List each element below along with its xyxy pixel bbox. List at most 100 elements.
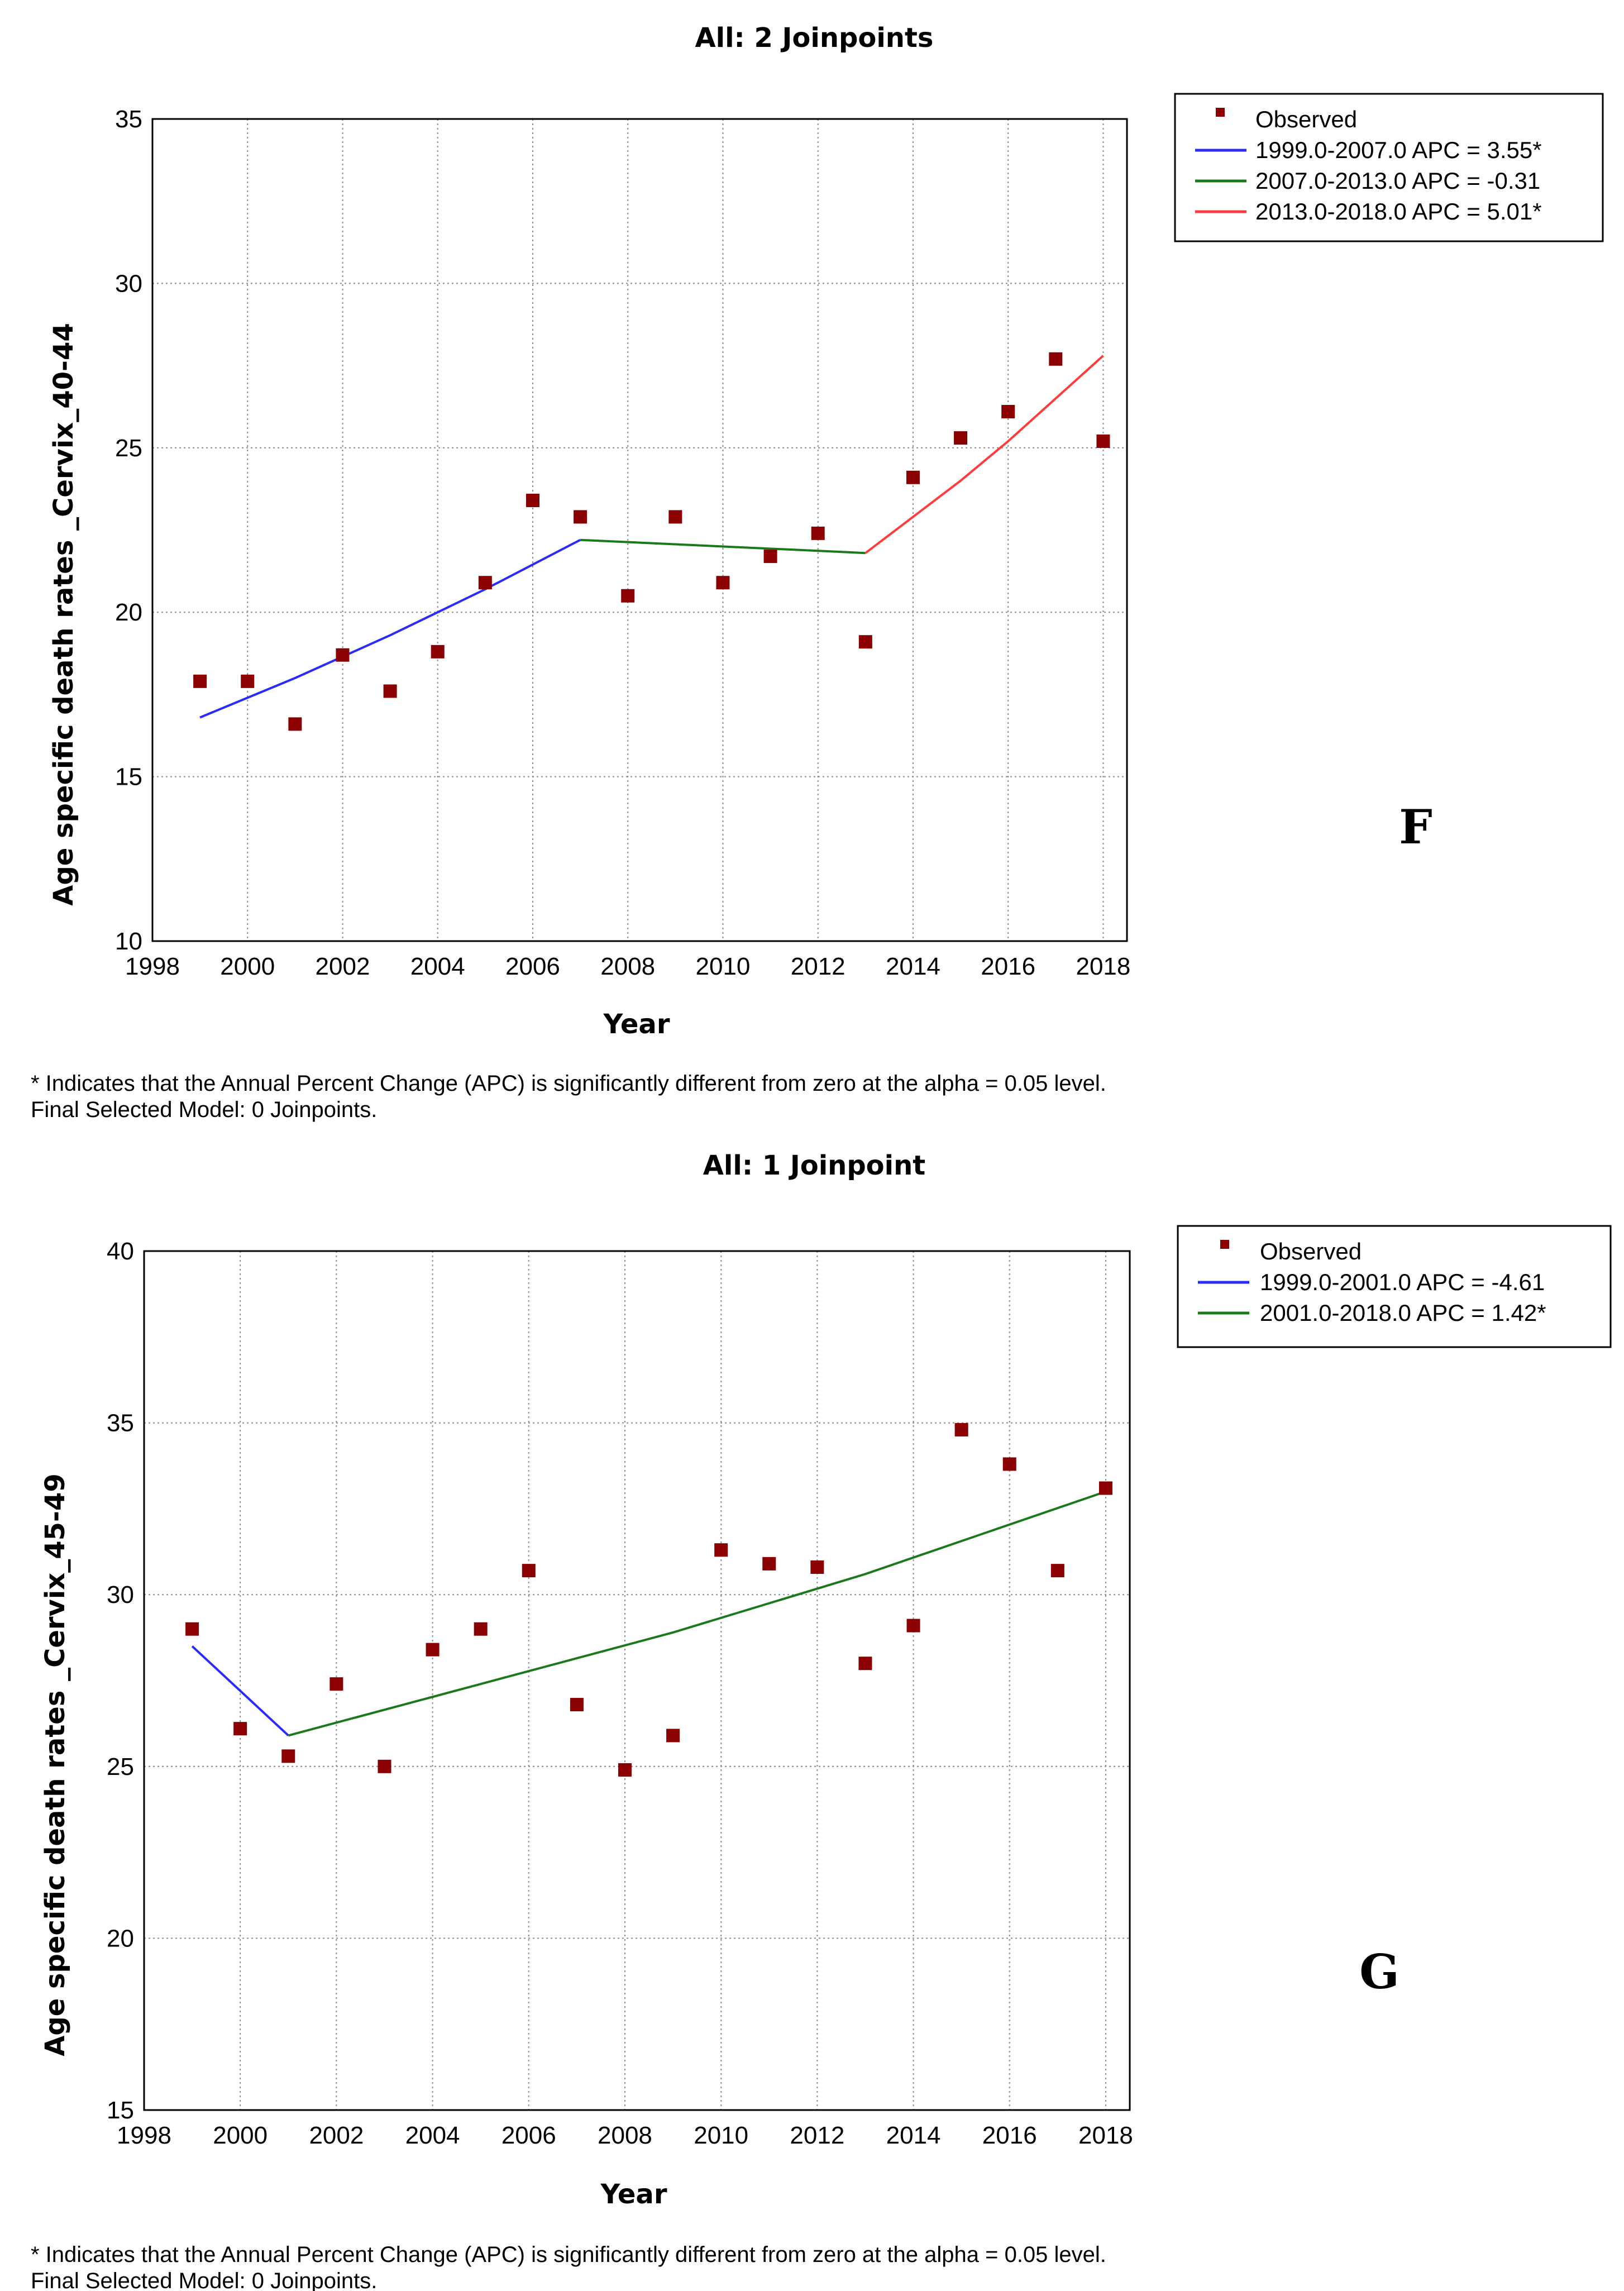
observed-point (621, 589, 635, 603)
footnote-final-model: Final Selected Model: 0 Joinpoints. (31, 2269, 377, 2291)
x-tick-label: 2006 (505, 953, 560, 980)
x-tick-label: 2008 (598, 2122, 652, 2149)
x-tick-label: 2000 (213, 2122, 268, 2149)
legend-box (1177, 1225, 1612, 1348)
fit-segment-line (191, 1645, 289, 1736)
fit-segment-line (580, 538, 866, 555)
plot-frame (143, 1250, 1131, 2111)
observed-point (810, 1560, 824, 1574)
x-tick-label: 1998 (125, 953, 180, 980)
observed-point (233, 1722, 247, 1736)
observed-point (762, 1557, 776, 1571)
observed-point (858, 635, 872, 649)
y-tick-label: 25 (115, 435, 142, 462)
observed-point (858, 1657, 872, 1670)
x-axis-title: Year (603, 1009, 670, 1040)
observed-point (1049, 352, 1063, 366)
x-tick-label: 1998 (117, 2122, 171, 2149)
x-tick-label: 2014 (886, 953, 940, 980)
y-axis-title: Age specific death rates _Cervix_40-44 (48, 323, 79, 906)
observed-point (906, 470, 920, 484)
x-tick-label: 2004 (410, 953, 465, 980)
observed-point (478, 576, 492, 590)
observed-point (1096, 435, 1110, 448)
observed-point (336, 648, 350, 662)
fit-segment-line (199, 538, 581, 719)
legend: Observed 1999.0-2001.0 APC = -4.61 2001.0… (1177, 1225, 1612, 1348)
legend: Observed 1999.0-2007.0 APC = 3.55* 2007.0… (1174, 93, 1604, 242)
observed-point (474, 1622, 488, 1636)
chart-panel-f: All: 2 Joinpoints 1998 2000 2002 2004 2006 20… (31, 22, 1604, 1122)
observed-point (1098, 1481, 1112, 1495)
observed-point (1001, 405, 1015, 419)
y-tick-label: 25 (107, 1753, 134, 1781)
x-tick-label: 2012 (790, 2122, 844, 2149)
x-tick-label: 2008 (600, 953, 655, 980)
x-tick-label: 2018 (1076, 953, 1130, 980)
legend-series-label: 2007.0-2013.0 APC = -0.31 (1255, 168, 1540, 194)
legend-series-label: 1999.0-2001.0 APC = -4.61 (1260, 1269, 1545, 1295)
x-tick-label: 2016 (981, 953, 1035, 980)
chart-title: All: 1 Joinpoint (703, 1150, 925, 1181)
observed-point (716, 576, 730, 590)
observed-point (906, 1619, 920, 1633)
x-tick-label: 2018 (1078, 2122, 1133, 2149)
x-tick-label: 2004 (405, 2122, 460, 2149)
y-tick-label: 35 (107, 1410, 134, 1437)
x-tick-label: 2014 (886, 2122, 941, 2149)
observed-point (1050, 1564, 1064, 1578)
observed-point (329, 1677, 343, 1691)
y-tick-label: 20 (107, 1925, 134, 1952)
x-tick-label: 2010 (694, 2122, 748, 2149)
observed-point (574, 510, 587, 524)
observed-point (383, 684, 397, 698)
legend-observed-label: Observed (1255, 106, 1357, 132)
observed-point (1002, 1457, 1016, 1471)
observed-point (811, 526, 825, 540)
observed-point (618, 1763, 632, 1777)
y-tick-label: 10 (115, 928, 142, 955)
panel-letter: F (1399, 799, 1432, 855)
observed-point (193, 674, 207, 688)
y-axis-title: Age specific death rates _Cervix_45-49 (40, 1473, 71, 2056)
observed-point (522, 1564, 536, 1578)
observed-point (431, 645, 445, 658)
observed-point (714, 1543, 728, 1557)
observed-point (954, 1423, 968, 1436)
legend-box (1174, 93, 1604, 242)
legend-series-label: 1999.0-2007.0 APC = 3.55* (1255, 137, 1542, 163)
observed-point (954, 431, 968, 445)
x-tick-label: 2002 (316, 953, 370, 980)
x-tick-label: 2006 (501, 2122, 556, 2149)
y-tick-label: 15 (115, 763, 142, 791)
observed-point (281, 1749, 295, 1763)
observed-point (288, 717, 302, 731)
observed-point (526, 494, 539, 508)
y-tick-label: 30 (115, 270, 142, 297)
observed-point (763, 550, 777, 564)
observed-point (185, 1622, 199, 1636)
legend-series-label: 2001.0-2018.0 APC = 1.42* (1260, 1300, 1546, 1326)
x-tick-label: 2010 (696, 953, 751, 980)
fit-segment-line (288, 1490, 1106, 1737)
footnote-significance: * Indicates that the Annual Percent Chan… (31, 1071, 1106, 1096)
legend-series-label: 2013.0-2018.0 APC = 5.01* (1255, 198, 1542, 225)
footnote-final-model: Final Selected Model: 0 Joinpoints. (31, 1097, 377, 1122)
legend-observed-marker (1220, 1240, 1229, 1249)
y-tick-label: 20 (115, 599, 142, 626)
legend-observed-marker (1216, 108, 1225, 117)
footnote-significance: * Indicates that the Annual Percent Chan… (31, 2242, 1106, 2267)
fit-segment-line (864, 355, 1104, 554)
plot-frame (151, 118, 1128, 942)
observed-point (241, 674, 255, 688)
legend-observed-label: Observed (1260, 1238, 1362, 1264)
observed-point (570, 1698, 584, 1712)
chart-panel-g: All: 1 Joinpoint 1998 2000 2002 2004 2006 200… (31, 1150, 1612, 2291)
y-tick-label: 35 (115, 106, 142, 133)
y-tick-label: 15 (107, 2097, 134, 2124)
observed-point (426, 1643, 440, 1657)
x-axis-title: Year (600, 2179, 667, 2210)
chart-title: All: 2 Joinpoints (695, 22, 933, 54)
x-tick-label: 2002 (309, 2122, 364, 2149)
